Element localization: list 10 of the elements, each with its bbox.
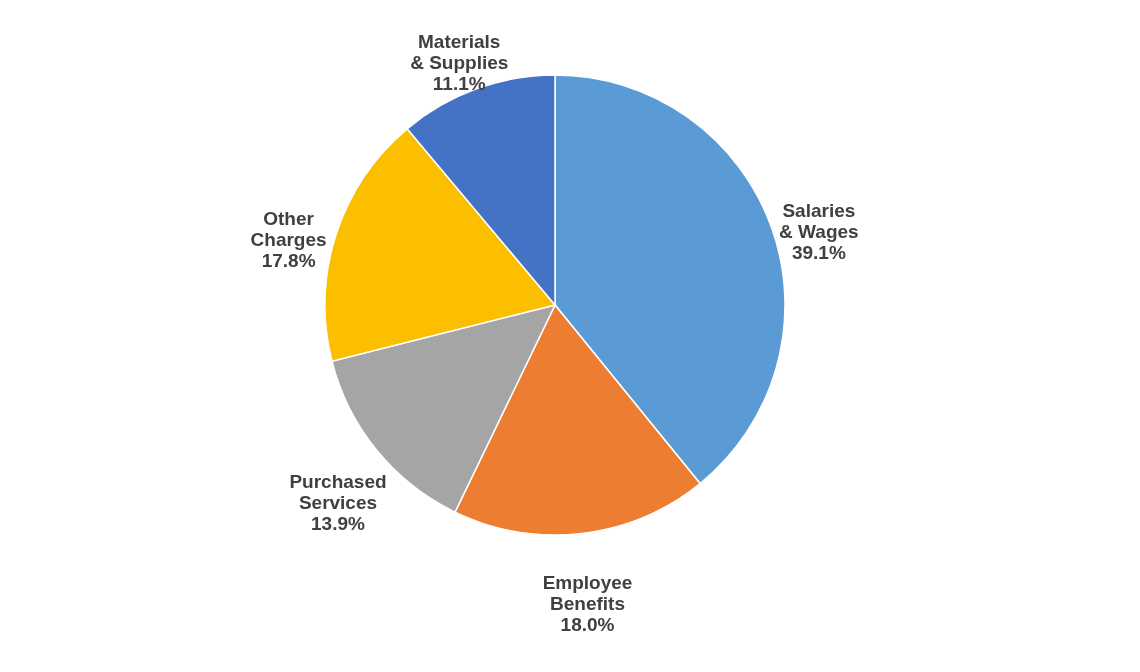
data-label: 11.1% [432, 72, 486, 94]
data-label: 17.8% [261, 249, 316, 271]
slice-label: Other Charges [250, 207, 327, 250]
data-label: 39.1% [791, 242, 846, 264]
slice-label: Purchased Services [289, 470, 387, 513]
slice-label: Materials & Supplies [410, 30, 509, 73]
slice-label: Employee Benefits [542, 572, 633, 615]
data-label: 18.0% [560, 614, 615, 636]
slice-label: Salaries & Wages [779, 200, 859, 243]
data-label: 13.9% [311, 512, 366, 534]
